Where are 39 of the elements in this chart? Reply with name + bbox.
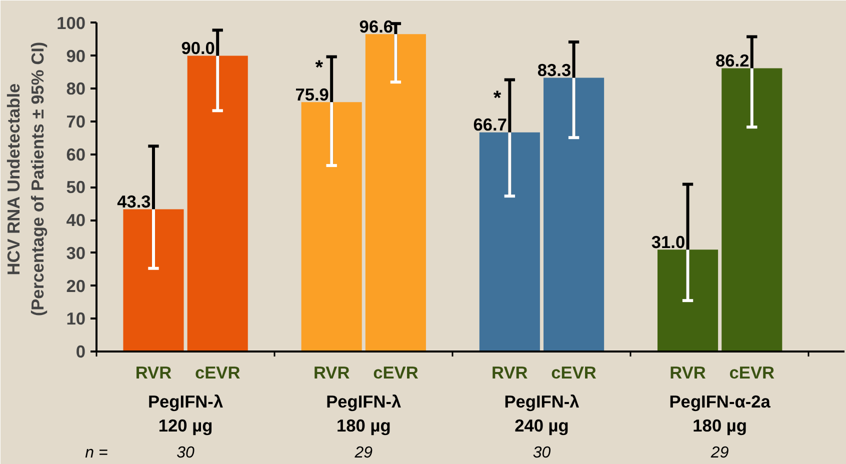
annotation: * (315, 57, 324, 80)
text: PegIFN-λ 120 µg (148, 392, 224, 436)
x-tick-label: cEVR (729, 362, 776, 382)
text: 29 (710, 444, 729, 462)
x-tick-label: RVR (135, 362, 172, 382)
y-tick-label: 80 (66, 78, 86, 99)
y-tick-label: 0 (76, 342, 86, 362)
x-tick-label: cEVR (194, 362, 241, 382)
y-tick-label: 70 (66, 112, 86, 132)
data-label: 66.7 (473, 114, 508, 135)
data-label: 83.3 (537, 60, 572, 80)
text: PegIFN-λ 240 µg (504, 392, 580, 436)
y-tick-label: 50 (66, 177, 86, 198)
annotation: * (493, 87, 502, 110)
x-tick-label: cEVR (551, 362, 597, 382)
data-label: 90.0 (181, 38, 215, 58)
y-tick-label: 60 (66, 144, 86, 164)
y-tick-label: 90 (66, 46, 86, 66)
y-tick-label: 10 (66, 308, 86, 329)
data-label: 75.9 (295, 84, 329, 104)
y-tick-label: 100 (56, 12, 86, 33)
x-tick-label: cEVR (373, 362, 419, 382)
data-label: 86.2 (715, 50, 750, 71)
y-tick-label: 30 (66, 242, 86, 263)
text: n = (85, 444, 108, 462)
data-label: 43.3 (117, 192, 152, 212)
text: 29 (354, 444, 373, 462)
data-label: 96.6 (359, 16, 394, 36)
text: PegIFN-λ 180 µg (326, 392, 402, 436)
y-tick-label: 20 (66, 276, 86, 296)
x-tick-label: RVR (313, 362, 350, 382)
text: 30 (532, 444, 551, 462)
text: 30 (176, 444, 195, 462)
x-tick-label: RVR (492, 362, 528, 382)
text: PegIFN-α-2a 180 µg (669, 392, 771, 436)
y-axis-title: HCV RNA Undetectable (Percentage of Patients ± 95% CI) (4, 42, 48, 316)
x-tick-label: RVR (670, 362, 706, 382)
data-label: 31.0 (651, 232, 686, 252)
y-tick-label: 40 (66, 210, 86, 230)
